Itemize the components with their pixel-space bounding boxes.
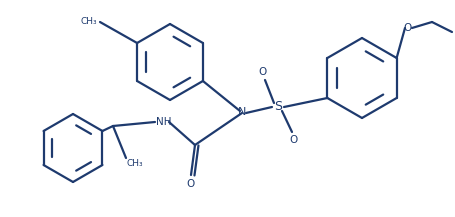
Text: CH₃: CH₃ [80, 16, 97, 26]
Text: O: O [289, 135, 298, 145]
Text: O: O [187, 179, 195, 189]
Text: O: O [403, 23, 411, 33]
Text: CH₃: CH₃ [127, 159, 143, 168]
Text: NH: NH [156, 117, 171, 127]
Text: N: N [238, 107, 246, 117]
Text: S: S [273, 100, 281, 113]
Text: O: O [258, 67, 267, 77]
